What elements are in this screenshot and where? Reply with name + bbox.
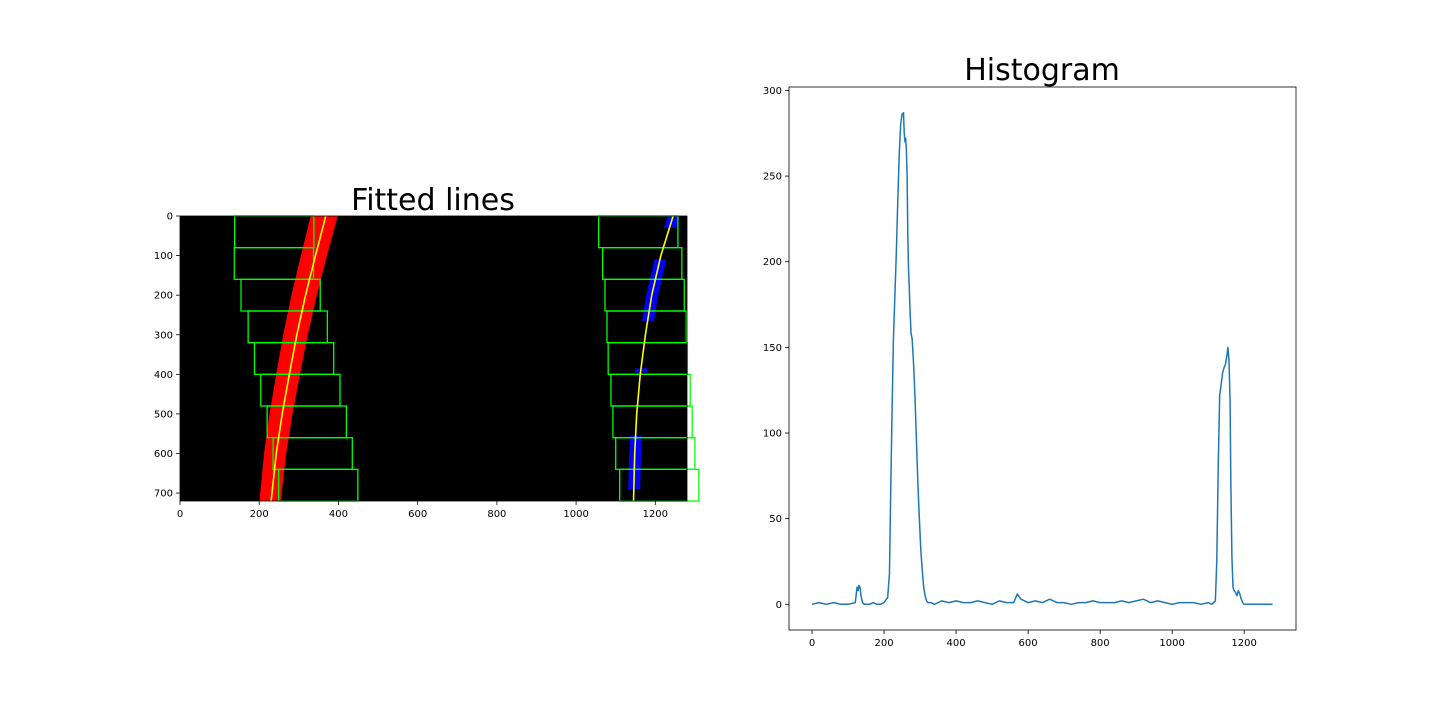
hist-y-tick-label-1: 50 [769,514,782,525]
hist-x-tick-label-4: 800 [1091,638,1110,649]
lane-x-tick-label-1: 200 [250,509,269,520]
lane-x-tick-label-2: 400 [329,509,348,520]
lane-x-tick-label-6: 1200 [643,509,668,520]
lane-image-axes: 0 200 400 600 800 1000 1200 0 100 200 300 400 500 600… [154,212,668,521]
lane-y-tick-label-4: 400 [154,370,173,381]
lane-y-tick-label-0: 0 [167,212,173,223]
lane-y-tick-label-5: 500 [154,409,173,420]
left-fit-line [270,215,327,502]
hist-y-tick-label-0: 0 [776,600,782,611]
lane-y-tick-label-1: 100 [154,251,173,262]
hist-x-tick-label-3: 600 [1019,638,1038,649]
hist-x-tick-label-0: 0 [809,638,815,649]
lane-x-tick-label-4: 800 [487,509,506,520]
hist-y-tick-label-5: 250 [763,172,782,183]
hist-x-tick-label-5: 1000 [1159,638,1184,649]
lane-image-content [233,215,700,502]
histogram-series-line-0 [811,111,1273,606]
hist-y-tick-label-2: 100 [763,429,782,440]
lane-image-background [180,216,687,501]
lane-y-tick-label-3: 300 [154,330,173,341]
histogram-panel: Histogram 0 200 400 600 800 1000 1200 0 50 100 150… [763,53,1297,649]
histogram-title: Histogram [964,53,1120,88]
hist-x-tick-label-2: 400 [947,638,966,649]
lane-y-tick-label-2: 200 [154,291,173,302]
fitted-lines-title: Fitted lines [351,183,515,218]
hist-y-tick-label-4: 200 [763,257,782,268]
lane-x-tick-label-0: 0 [177,509,183,520]
hist-y-tick-label-3: 150 [763,343,782,354]
right-fit-line [632,215,674,502]
histogram-axes: 0 200 400 600 800 1000 1200 0 50 100 150 200 250 300 [763,86,1257,649]
hist-x-tick-label-6: 1200 [1231,638,1256,649]
lane-y-tick-label-7: 700 [154,489,173,500]
lane-x-tick-label-5: 1000 [563,509,588,520]
histogram-plot-area [788,86,1297,631]
fitted-lines-panel: Fitted lines 0 200 400 600 800 1000 1200 0 100 20… [154,183,700,521]
lane-x-tick-label-3: 600 [408,509,427,520]
lane-image-frame [179,215,688,502]
lane-y-tick-label-6: 600 [154,449,173,460]
hist-y-tick-label-6: 300 [763,86,782,97]
histogram-content [811,111,1273,606]
hist-x-tick-label-1: 200 [875,638,894,649]
right-lane-pixels-1 [642,259,667,321]
